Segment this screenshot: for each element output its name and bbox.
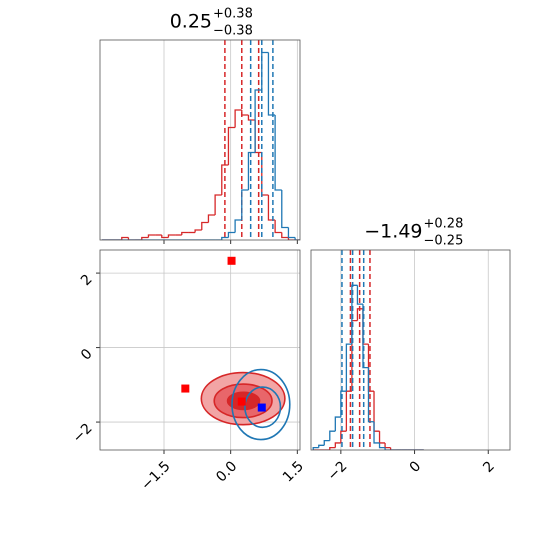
title-upper: +0.38 [213, 7, 253, 22]
y-tick-label: 2 [78, 271, 96, 289]
histogram-step [287, 237, 296, 240]
truth-marker [181, 384, 190, 393]
histogram-step [367, 344, 375, 392]
plot-area [101, 40, 300, 240]
histogram-step [345, 343, 352, 392]
histogram-step [227, 231, 236, 238]
histogram-step [329, 446, 336, 450]
histogram-step [267, 52, 276, 116]
histogram-step [323, 439, 330, 446]
histogram-step [287, 227, 296, 239]
title-value: −1.49 [364, 221, 422, 243]
histogram-step [312, 446, 319, 450]
histogram-step [384, 442, 391, 449]
y-tick-label: −2 [70, 420, 96, 446]
histogram-step [334, 442, 341, 448]
histogram-step [161, 235, 169, 239]
plot-area [100, 250, 300, 450]
histogram-step [334, 416, 341, 432]
histogram-step [247, 115, 256, 121]
histogram-step [356, 285, 363, 305]
contour [244, 386, 282, 429]
title-lower: −0.25 [424, 234, 464, 249]
title-upper: +0.28 [424, 217, 464, 232]
histogram-step [389, 447, 397, 450]
histogram-step [329, 430, 336, 441]
histogram-step [227, 126, 236, 165]
axes-frame [99, 249, 301, 451]
histogram-step [234, 219, 242, 233]
x-tick-label: −2 [325, 458, 351, 484]
histogram-step [281, 232, 289, 239]
histogram-step [373, 391, 380, 432]
histogram-step [254, 89, 262, 153]
axes-frame [99, 39, 301, 241]
histogram-step [221, 236, 229, 240]
histogram-step [241, 189, 249, 220]
truth-marker [227, 256, 236, 265]
histogram-step [378, 442, 386, 449]
histogram-step [274, 220, 282, 234]
histogram-step [378, 431, 386, 444]
truth-marker [257, 403, 266, 412]
histogram-step [141, 236, 149, 240]
contour [231, 368, 291, 441]
histogram-step [261, 51, 269, 90]
histogram-step [367, 367, 375, 423]
histogram-step [147, 234, 156, 238]
histogram-step [194, 229, 202, 233]
histogram-step [294, 237, 300, 240]
histogram-step [267, 195, 276, 221]
histogram-step [274, 115, 282, 191]
histogram-step [121, 236, 129, 240]
histogram-step [281, 190, 289, 229]
histogram-step [340, 430, 347, 443]
histogram-step [234, 109, 242, 128]
histogram-step [127, 237, 136, 240]
histogram-step [207, 214, 216, 223]
histogram-step [373, 421, 380, 444]
histogram-step [384, 447, 391, 450]
histogram-step [214, 194, 222, 215]
histogram-step [167, 234, 176, 238]
title-lower: −0.38 [213, 24, 253, 39]
x-tick-label: 0.0 [213, 458, 240, 485]
x-tick-label: −1.5 [138, 458, 173, 493]
histogram-step [318, 444, 325, 448]
histogram-step [201, 221, 209, 230]
axes-frame [310, 249, 511, 451]
x-tick-label: 2 [480, 458, 498, 476]
histogram-step [221, 164, 229, 195]
histogram-step [261, 152, 269, 196]
plot-area [312, 250, 489, 450]
histogram-step [356, 308, 363, 321]
x-tick-label: 1.5 [280, 458, 307, 485]
histogram-step [241, 110, 249, 116]
truth-marker [237, 397, 246, 406]
histogram-step [247, 151, 256, 190]
x-tick-label: 0 [407, 458, 425, 476]
title-value: 0.25 [170, 11, 212, 33]
histogram-step [340, 390, 347, 418]
y-tick-label: 0 [78, 346, 96, 364]
histogram-step [181, 231, 189, 235]
